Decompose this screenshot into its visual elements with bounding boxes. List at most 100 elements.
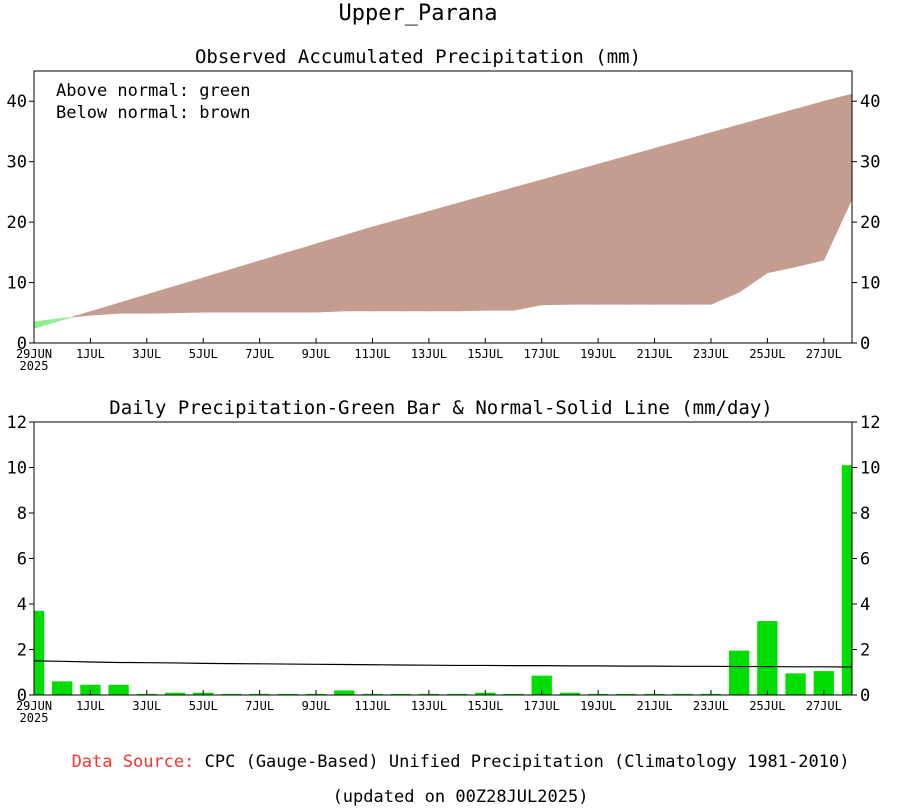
daily-xlabel: 13JUL — [411, 699, 447, 713]
daily-year-label: 2025 — [20, 711, 49, 725]
below-normal-area — [174, 277, 204, 314]
accumulated-xlabel: 13JUL — [411, 347, 447, 361]
daily-bar — [390, 693, 411, 695]
accumulated-xlabel: 11JUL — [354, 347, 390, 361]
daily-bar — [277, 693, 299, 695]
accumulated-xlabel: 15JUL — [467, 347, 503, 361]
daily-bar — [757, 621, 778, 695]
daily-bar — [841, 465, 852, 695]
below-normal-area — [428, 202, 458, 312]
below-normal-area — [231, 260, 260, 313]
daily-xlabel: 5JUL — [189, 699, 218, 713]
below-normal-area — [287, 243, 317, 313]
daily-ylabel-left: 2 — [17, 641, 27, 661]
daily-bar — [334, 690, 355, 695]
below-normal-area — [710, 124, 740, 305]
data-source-label: Data Source: — [71, 752, 195, 772]
accumulated-xlabel: 25JUL — [749, 347, 785, 361]
below-normal-area — [71, 311, 91, 318]
page-title: Upper_Parana — [339, 1, 498, 26]
accumulated-xlabel: 27JUL — [806, 347, 842, 361]
below-normal-area — [146, 285, 176, 314]
below-normal-area — [372, 218, 401, 312]
accumulated-ylabel-right: 10 — [860, 274, 880, 294]
daily-xlabel: 9JUL — [302, 699, 331, 713]
daily-bar — [221, 693, 242, 695]
below-normal-area — [202, 268, 232, 313]
daily-ylabel-right: 2 — [860, 641, 870, 661]
daily-xlabel: 17JUL — [524, 699, 560, 713]
below-normal-area — [767, 108, 796, 274]
accumulated-ylabel-left: 40 — [7, 92, 27, 112]
below-normal-area — [541, 171, 571, 306]
daily-xlabel: 29JUN — [16, 699, 52, 713]
below-normal-area — [513, 179, 543, 311]
below-normal-area — [682, 132, 712, 305]
daily-ylabel-left: 4 — [17, 595, 27, 615]
daily-ylabel-right: 4 — [860, 595, 870, 615]
below-normal-area — [485, 187, 514, 311]
below-normal-area — [400, 210, 430, 312]
daily-bar — [531, 675, 552, 695]
daily-xlabel: 11JUL — [354, 699, 390, 713]
daily-xlabel: 15JUL — [467, 699, 503, 713]
below-normal-area — [315, 235, 345, 313]
daily-ylabel-left: 12 — [7, 413, 27, 433]
accumulated-xlabel: 21JUL — [636, 347, 672, 361]
below-normal-area — [456, 195, 486, 312]
accumulated-chart: Observed Accumulated Precipitation (mm) … — [7, 46, 881, 373]
updated-line: (updated on 00Z28JUL2025) — [332, 787, 589, 807]
accumulated-xlabel: 1JUL — [76, 347, 105, 361]
daily-bar — [616, 693, 637, 695]
below-normal-area — [738, 116, 768, 293]
accumulated-chart-title: Observed Accumulated Precipitation (mm) — [195, 46, 641, 68]
accumulated-xlabel: 3JUL — [132, 347, 161, 361]
daily-xlabel: 23JUL — [693, 699, 729, 713]
accumulated-xlabel: 7JUL — [245, 347, 274, 361]
daily-bar — [34, 610, 45, 695]
data-source-line: Data Source: CPC (Gauge-Based) Unified P… — [0, 752, 921, 772]
accumulated-ylabel-left: 0 — [17, 334, 27, 354]
below-normal-area — [823, 93, 853, 261]
daily-bar — [559, 692, 581, 695]
daily-xlabel: 21JUL — [636, 699, 672, 713]
below-normal-area — [118, 294, 148, 314]
daily-bar — [80, 684, 101, 695]
daily-chart-title: Daily Precipitation-Green Bar & Normal-S… — [109, 397, 772, 419]
below-normal-area — [259, 251, 289, 313]
daily-ylabel-right: 6 — [860, 550, 870, 570]
normal-line — [33, 660, 853, 668]
accumulated-xlabel: 23JUL — [693, 347, 729, 361]
daily-chart: Daily Precipitation-Green Bar & Normal-S… — [7, 397, 881, 725]
accumulated-xlabel: 29JUN — [16, 347, 52, 361]
accumulated-ylabel-right: 40 — [860, 92, 880, 112]
daily-bar — [164, 692, 186, 695]
daily-xlabel: 3JUL — [132, 699, 161, 713]
daily-ylabel-right: 8 — [860, 504, 870, 524]
daily-bar — [446, 693, 468, 695]
daily-ylabel-right: 10 — [860, 459, 880, 479]
below-normal-area — [569, 163, 599, 305]
daily-bar — [108, 684, 129, 695]
daily-bar — [785, 673, 806, 695]
accumulated-xlabel: 5JUL — [189, 347, 218, 361]
below-normal-area — [90, 302, 119, 316]
daily-xlabel: 1JUL — [76, 699, 105, 713]
accumulated-xlabel: 17JUL — [524, 347, 560, 361]
daily-xlabel: 25JUL — [749, 699, 785, 713]
accumulated-ylabel-right: 0 — [860, 334, 870, 354]
daily-bar — [503, 693, 524, 695]
accumulated-plot-frame — [33, 70, 853, 344]
accumulated-xlabel: 19JUL — [580, 347, 616, 361]
daily-bar — [672, 693, 693, 695]
accumulated-year-label: 2025 — [20, 359, 49, 373]
below-normal-area — [626, 147, 655, 305]
below-normal-area — [597, 155, 627, 305]
daily-bar — [52, 681, 73, 695]
daily-bar — [813, 671, 834, 695]
data-source-text: CPC (Gauge-Based) Unified Precipitation … — [204, 752, 850, 772]
accumulated-ylabel-left: 20 — [7, 213, 27, 233]
daily-xlabel: 19JUL — [580, 699, 616, 713]
accumulated-ylabel-left: 30 — [7, 153, 27, 173]
below-normal-area — [795, 100, 825, 268]
